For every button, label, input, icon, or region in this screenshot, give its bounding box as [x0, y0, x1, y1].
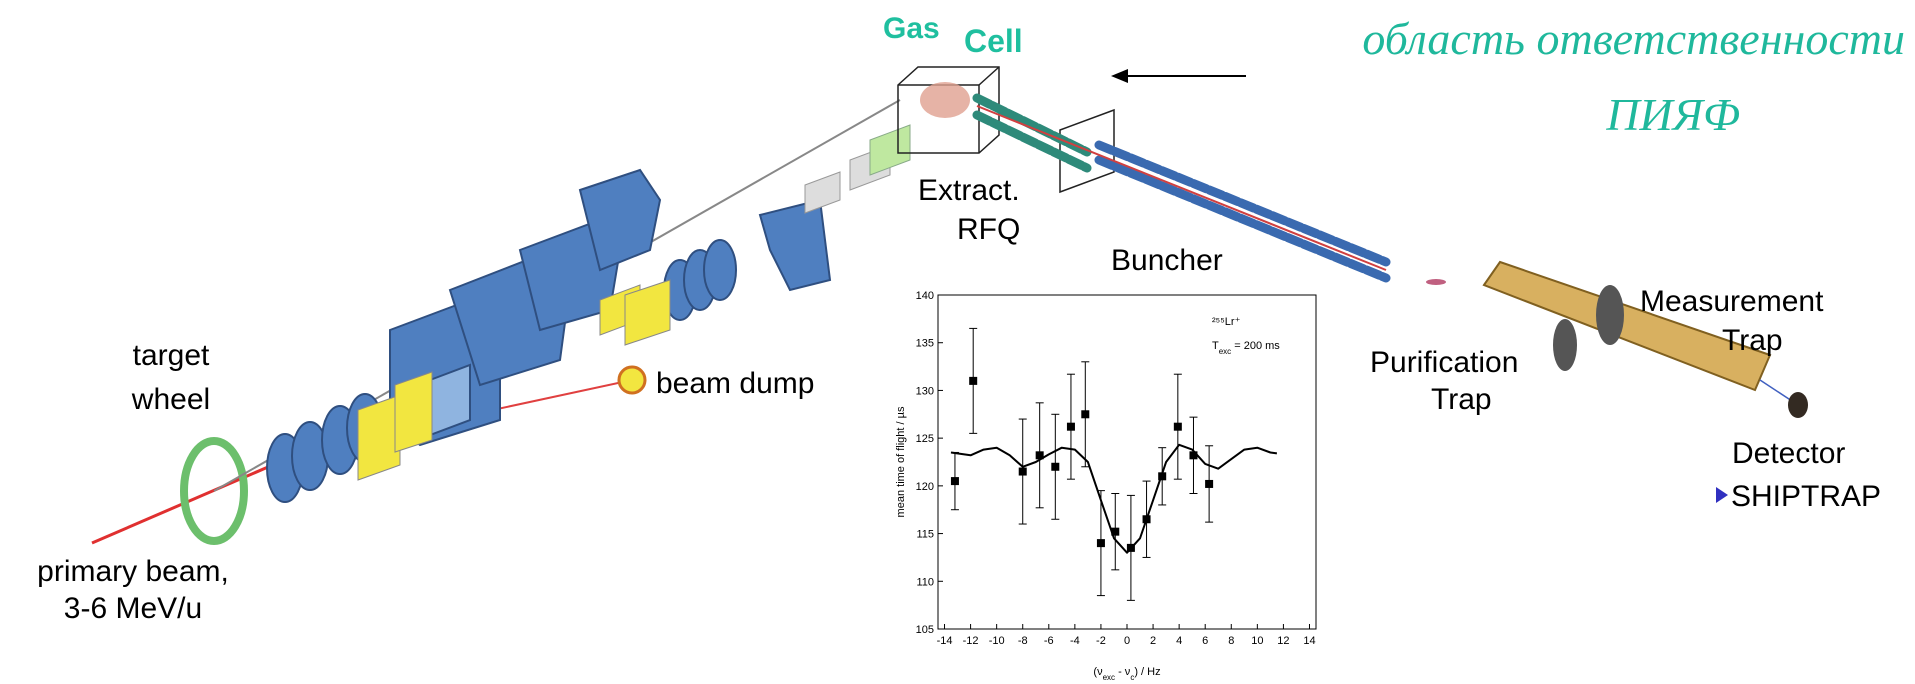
x-tick-label: -14	[937, 635, 953, 647]
y-tick-label: 115	[916, 529, 934, 541]
label: wheel	[131, 383, 210, 416]
label-part: = 200 ms	[1231, 340, 1280, 352]
point	[1081, 410, 1090, 419]
target-wheel	[180, 437, 248, 545]
label-part: ) / Hz	[1134, 666, 1160, 678]
x-tick-label: -6	[1044, 635, 1054, 647]
point	[1111, 527, 1120, 536]
bullet	[1716, 487, 1728, 503]
label: Purification	[1370, 346, 1518, 379]
fit-curve	[950, 443, 1278, 554]
x-tick-label: 2	[1150, 635, 1156, 647]
beam-dump	[617, 365, 647, 395]
x-tick-label: 10	[1251, 635, 1263, 647]
x-tick-label: -12	[963, 635, 979, 647]
label: Trap	[1431, 383, 1492, 416]
x-tick-label: 6	[1202, 635, 1208, 647]
point	[1096, 539, 1105, 548]
label-part: (ν	[1093, 666, 1103, 678]
point	[1189, 451, 1198, 460]
label-part: T	[1212, 340, 1219, 352]
point	[1173, 422, 1182, 431]
x-tick-label: 12	[1277, 635, 1289, 647]
label-part: c	[1130, 673, 1134, 682]
label: 3-6 MeV/u	[64, 592, 202, 625]
trap-cylinder	[1482, 260, 1772, 392]
plot-frame	[937, 294, 1317, 630]
label: Detector	[1732, 437, 1845, 470]
x-tick-label: 4	[1176, 635, 1182, 647]
label: Cell	[964, 23, 1023, 59]
y-tick-label: 125	[916, 433, 934, 445]
label: Measurement	[1640, 285, 1824, 318]
label: Buncher	[1111, 244, 1223, 277]
label: область ответственности	[1362, 13, 1905, 64]
y-tick-label: 140	[916, 290, 934, 302]
point	[969, 376, 978, 385]
annotation: Texc = 200 ms	[1212, 340, 1280, 356]
y-tick-label: 135	[916, 338, 934, 350]
label: beam dump	[656, 367, 814, 400]
label: SHIPTRAP	[1731, 480, 1881, 513]
inset-chart: mean time of flight / µs (νexc - νc) / H…	[895, 290, 1317, 682]
point	[1018, 467, 1027, 476]
x-tick-label: 0	[1124, 635, 1130, 647]
x-tick-label: 14	[1303, 635, 1315, 647]
point	[950, 477, 959, 486]
label-part: exc	[1103, 673, 1115, 682]
detector	[1788, 392, 1808, 418]
x-tick-label: 8	[1228, 635, 1234, 647]
y-axis-label: mean time of flight / µs	[895, 406, 907, 517]
point	[1035, 451, 1044, 460]
label: Trap	[1722, 324, 1783, 357]
x-tick-label: -8	[1018, 635, 1028, 647]
y-tick-label: 105	[916, 624, 934, 636]
x-tick-label: -10	[989, 635, 1005, 647]
point	[1051, 462, 1060, 471]
x-tick-label: -4	[1070, 635, 1080, 647]
x-axis-label: (νexc - νc) / Hz	[1093, 666, 1160, 682]
label: ПИЯФ	[1605, 89, 1740, 140]
label-part: - ν	[1115, 666, 1131, 678]
label: Extract.	[918, 174, 1020, 207]
label: primary beam,	[37, 555, 229, 588]
y-tick-label: 130	[916, 385, 934, 397]
label-part: exc	[1219, 347, 1231, 356]
y-tick-label: 110	[916, 576, 934, 588]
point	[1205, 479, 1214, 488]
y-tick-label: 120	[916, 481, 934, 493]
label: RFQ	[957, 213, 1020, 246]
annotation: ²⁵⁵Lr⁺	[1212, 316, 1241, 328]
point	[1066, 422, 1075, 431]
apparatus	[91, 66, 1808, 545]
label: target	[133, 339, 210, 372]
label: Gas	[883, 12, 940, 45]
x-tick-label: -2	[1096, 635, 1106, 647]
